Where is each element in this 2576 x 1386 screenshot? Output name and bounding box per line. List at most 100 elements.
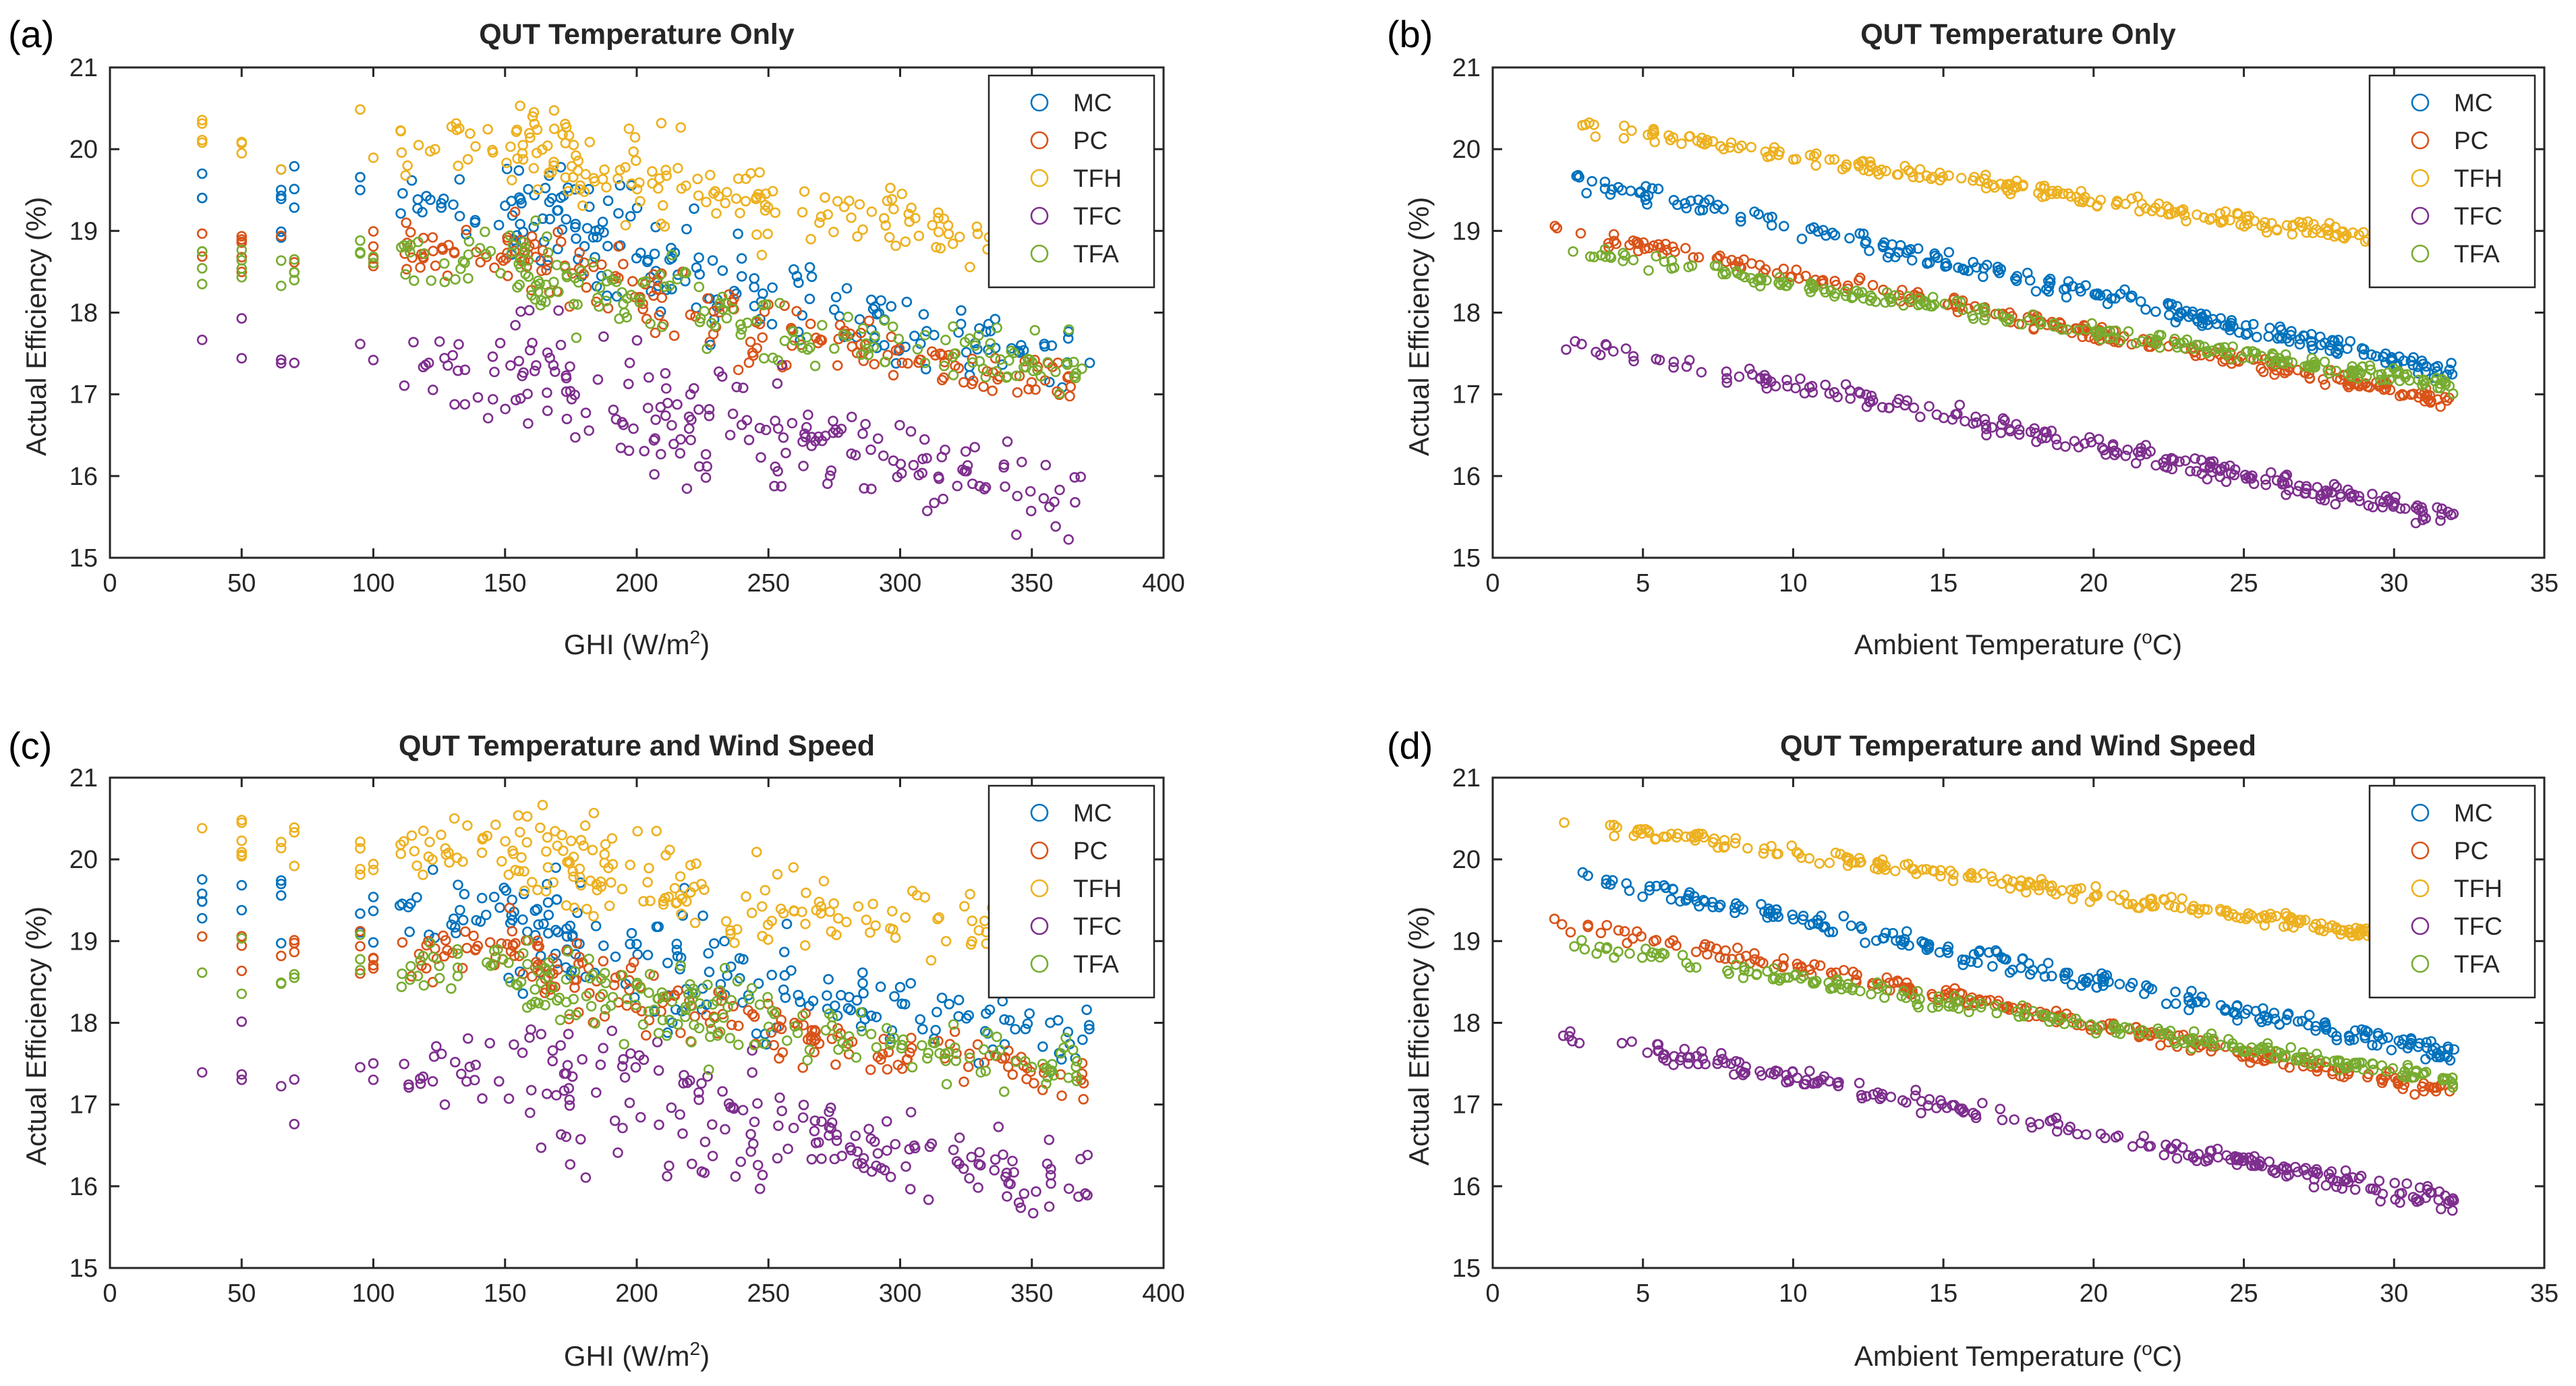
data-point (611, 277, 622, 287)
data-point (933, 207, 944, 219)
data-point (2366, 349, 2377, 360)
data-point (1927, 865, 1939, 876)
data-point (1721, 373, 1732, 384)
data-point (1035, 371, 1046, 382)
data-point (2051, 1126, 2063, 1137)
data-point (846, 411, 857, 423)
data-point (1039, 341, 1050, 352)
data-point (854, 199, 865, 210)
data-point (803, 409, 813, 420)
data-point (1788, 914, 1799, 925)
data-point (2251, 331, 2262, 343)
x-tick-label: 10 (1779, 569, 1807, 598)
legend-label: TFH (1073, 875, 1122, 902)
data-point (2225, 467, 2237, 479)
data-point (1046, 340, 1058, 351)
x-axis-label: GHI (W/m2) (564, 1338, 710, 1372)
data-point (196, 262, 208, 274)
data-point (960, 446, 971, 457)
data-point (2125, 292, 2136, 303)
data-point (1691, 896, 1702, 906)
series-tfh (1577, 117, 2457, 260)
data-point (600, 839, 611, 850)
data-point (846, 448, 857, 459)
data-point (2051, 434, 2061, 444)
data-point (2330, 346, 2341, 357)
data-point (547, 1056, 559, 1066)
data-point (756, 250, 768, 260)
legend-marker (1030, 93, 1049, 112)
data-point (719, 962, 731, 974)
data-point (598, 956, 609, 966)
data-point (1064, 391, 1075, 402)
data-point (2405, 389, 2417, 401)
data-point (1022, 1018, 1033, 1029)
data-point (584, 136, 596, 148)
data-point (858, 987, 869, 999)
series-tfc (1557, 1026, 2459, 1216)
data-point (1863, 165, 1874, 177)
data-point (2263, 331, 2274, 342)
data-point (871, 1042, 882, 1053)
data-point (610, 413, 622, 425)
data-point (455, 1068, 467, 1080)
data-point (2332, 1176, 2343, 1187)
data-point (2257, 1041, 2268, 1053)
data-point (2432, 502, 2442, 513)
data-point (685, 434, 696, 446)
data-point (1056, 1090, 1067, 1101)
data-point (1848, 966, 1859, 977)
data-point (1667, 935, 1679, 946)
data-point (774, 297, 785, 309)
data-point (664, 1014, 675, 1026)
data-point (1018, 362, 1029, 373)
data-point (1660, 238, 1671, 250)
data-point (561, 931, 573, 942)
data-point (2285, 1042, 2297, 1053)
data-point (2215, 1039, 2226, 1051)
data-point (2169, 1036, 2179, 1047)
data-point (2274, 1019, 2285, 1030)
data-point (1947, 875, 1959, 886)
data-point (745, 337, 756, 347)
data-point (1628, 351, 1639, 362)
data-point (806, 440, 817, 451)
data-point (275, 184, 287, 196)
data-point (564, 1100, 575, 1111)
data-point (714, 1027, 726, 1037)
data-point (599, 968, 610, 979)
data-point (236, 904, 248, 916)
data-point (470, 1060, 482, 1070)
data-point (805, 342, 815, 353)
x-tick-label: 35 (2530, 569, 2558, 598)
data-point (900, 1161, 911, 1172)
data-point (1965, 869, 1976, 881)
data-point (825, 1102, 836, 1114)
data-point (602, 241, 613, 252)
data-point (610, 951, 621, 962)
data-point (630, 1062, 641, 1073)
data-point (2238, 1152, 2249, 1163)
data-point (1006, 345, 1017, 357)
data-point (958, 376, 969, 388)
data-point (1887, 927, 1899, 939)
data-point (999, 1014, 1010, 1025)
data-point (2374, 1176, 2385, 1186)
data-point (974, 1147, 985, 1158)
data-point (2107, 890, 2117, 901)
data-point (2373, 370, 2384, 380)
data-point (980, 482, 992, 493)
data-point (536, 1142, 547, 1153)
data-point (1893, 169, 1904, 180)
data-point (1953, 262, 1964, 273)
data-point (554, 1014, 566, 1026)
data-point (368, 963, 379, 974)
data-point (2328, 479, 2340, 490)
data-point (804, 293, 815, 305)
data-point (1933, 991, 1945, 1002)
data-point (555, 1040, 567, 1051)
data-point (2282, 355, 2293, 367)
data-point (2177, 308, 2187, 319)
data-point (657, 200, 668, 211)
data-point (460, 926, 471, 937)
